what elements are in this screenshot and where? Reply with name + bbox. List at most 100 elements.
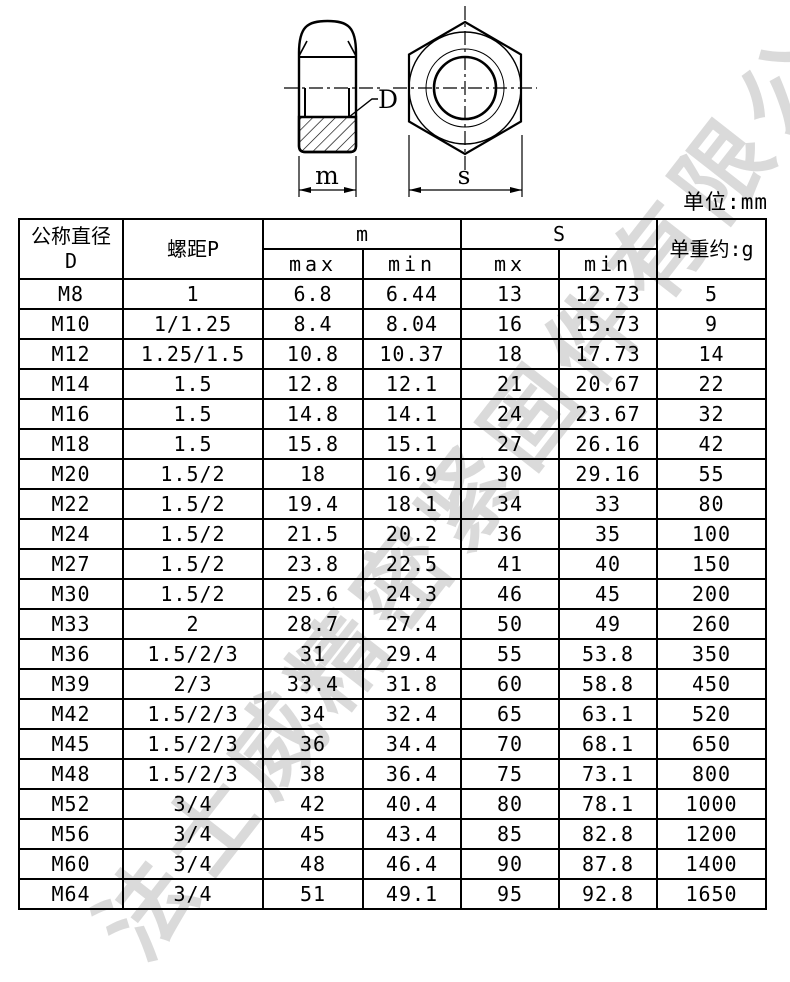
unit-label: 单位:mm [683,190,768,214]
table-cell: 58.8 [558,668,659,700]
table-cell: 38 [262,758,364,790]
table-cell: 65 [460,698,561,730]
table-cell: 46.4 [361,848,463,880]
table-cell: M42 [18,698,124,730]
nut-side-view [284,19,380,154]
table-cell: 6.44 [361,278,463,310]
table-row: M30 1.5/2 25.6 24.3 46 45 200 [18,578,768,610]
table-cell: 15.73 [558,308,659,340]
spec-table: 公称直径 D 螺距P m S 单重约:g max min mx min M8 1 6… [18,218,768,910]
table-cell: 650 [656,728,768,760]
table-cell: 1.5/2 [122,578,264,610]
table-row: M42 1.5/2/3 34 32.4 65 63.1 520 [18,698,768,730]
table-cell: 63.1 [558,698,659,730]
header-group-s: S [460,218,659,250]
table-cell: 9 [656,308,768,340]
nut-front-view [393,6,537,172]
table-cell: M8 [18,278,124,310]
table-cell: 12.73 [558,278,659,310]
table-cell: 100 [656,518,768,550]
table-cell: M30 [18,578,124,610]
table-cell: 8.4 [262,308,364,340]
table-cell: 1.5/2/3 [122,698,264,730]
table-cell: 8.04 [361,308,463,340]
table-cell: 15.1 [361,428,463,460]
table-cell: 82.8 [558,818,659,850]
table-cell: 35 [558,518,659,550]
table-cell: 95 [460,878,561,910]
table-cell: M12 [18,338,124,370]
table-cell: 1400 [656,848,768,880]
m-dimension: m [298,156,357,197]
table-cell: 1.5/2 [122,548,264,580]
table-cell: 29.4 [361,638,463,670]
table-cell: 78.1 [558,788,659,820]
s-dimension: s [408,135,523,197]
table-row: M60 3/4 48 46.4 90 87.8 1400 [18,848,768,880]
table-cell: 150 [656,548,768,580]
header-nominal-diameter-line2: D [64,249,78,273]
table-cell: 25.6 [262,578,364,610]
table-cell: 3/4 [122,878,264,910]
table-cell: 49 [558,608,659,640]
table-cell: 34 [262,698,364,730]
table-cell: 75 [460,758,561,790]
table-cell: 60 [460,668,561,700]
table-cell: 34.4 [361,728,463,760]
table-cell: 45 [262,818,364,850]
table-cell: 26.16 [558,428,659,460]
header-pitch: 螺距P [122,218,264,280]
table-cell: 34 [460,488,561,520]
table-cell: 29.16 [558,458,659,490]
table-cell: 12.8 [262,368,364,400]
table-cell: 24.3 [361,578,463,610]
table-cell: 1 [122,278,264,310]
table-cell: 22.5 [361,548,463,580]
table-cell: 1.5/2/3 [122,638,264,670]
header-s-max: mx [460,248,561,280]
table-row: M33 2 28.7 27.4 50 49 260 [18,608,768,640]
table-cell: 5 [656,278,768,310]
table-cell: M16 [18,398,124,430]
table-cell: 20.2 [361,518,463,550]
table-cell: 53.8 [558,638,659,670]
table-cell: 350 [656,638,768,670]
table-cell: 1.5/2 [122,518,264,550]
table-cell: 15.8 [262,428,364,460]
table-cell: M39 [18,668,124,700]
table-cell: 1.5/2/3 [122,728,264,760]
table-cell: 55 [656,458,768,490]
table-cell: M56 [18,818,124,850]
table-cell: 42 [656,428,768,460]
header-m-max: max [262,248,364,280]
table-row: M64 3/4 51 49.1 95 92.8 1650 [18,878,768,910]
header-row-2: max min mx min [19,248,766,280]
table-cell: M20 [18,458,124,490]
table-cell: 85 [460,818,561,850]
table-cell: M33 [18,608,124,640]
table-cell: 1/1.25 [122,308,264,340]
table-row: M36 1.5/2/3 31 29.4 55 53.8 350 [18,638,768,670]
nut-technical-drawing: D m s [284,6,537,197]
table-cell: 17.73 [558,338,659,370]
table-cell: 73.1 [558,758,659,790]
table-cell: 200 [656,578,768,610]
table-cell: 1.5/2/3 [122,758,264,790]
table-cell: 12.1 [361,368,463,400]
table-cell: 16.9 [361,458,463,490]
table-cell: 36 [262,728,364,760]
table-row: M22 1.5/2 19.4 18.1 34 33 80 [18,488,768,520]
table-cell: 2/3 [122,668,264,700]
table-cell: 27.4 [361,608,463,640]
table-cell: 10.37 [361,338,463,370]
header-s-min: min [558,248,659,280]
table-cell: 87.8 [558,848,659,880]
table-cell: 40.4 [361,788,463,820]
table-cell: 18 [460,338,561,370]
table-cell: 22 [656,368,768,400]
table-row: M8 1 6.8 6.44 13 12.73 5 [18,278,768,310]
table-cell: 1.5 [122,398,264,430]
table-cell: 68.1 [558,728,659,760]
table-cell: 2 [122,608,264,640]
table-cell: 90 [460,848,561,880]
